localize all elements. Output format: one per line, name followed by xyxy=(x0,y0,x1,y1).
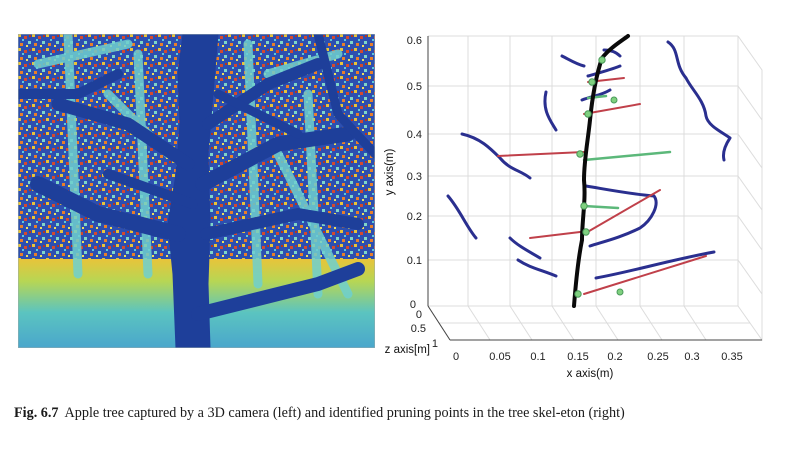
y-axis-ticks: 0 0.1 0.2 0.3 0.4 0.5 0.6 xyxy=(407,35,422,311)
x-tick: 0.05 xyxy=(489,351,510,363)
y-tick: 0.1 xyxy=(407,255,422,267)
x-tick: 0.3 xyxy=(684,351,699,363)
x-tick: 0.25 xyxy=(647,351,668,363)
tree-trunk xyxy=(572,34,630,308)
y-tick: 0.3 xyxy=(407,171,422,183)
skeleton-plot: 0 0.1 0.2 0.3 0.4 0.5 0.6 y axis(m) 0 0.… xyxy=(384,34,763,380)
x-axis-ticks: 0 0.05 0.1 0.15 0.2 0.25 0.3 0.35 xyxy=(453,351,743,363)
x-axis-label: x axis(m) xyxy=(567,368,614,380)
y-tick: 0.4 xyxy=(407,129,422,141)
z-tick: 0.5 xyxy=(411,323,426,335)
x-tick: 0 xyxy=(453,351,459,363)
caption-label: Fig. 6.7 xyxy=(14,405,59,421)
figure: 0 0.1 0.2 0.3 0.4 0.5 0.6 y axis(m) 0 0.… xyxy=(18,34,763,380)
x-tick: 0.2 xyxy=(607,351,622,363)
depth-image xyxy=(18,34,375,348)
figure-caption: Fig. 6.7 Apple tree captured by a 3D came… xyxy=(14,404,784,423)
y-tick: 0 xyxy=(410,299,416,311)
z-tick: 1 xyxy=(432,338,438,350)
z-tick: 0 xyxy=(416,309,422,321)
x-tick: 0.1 xyxy=(530,351,545,363)
y-axis-label: y axis(m) xyxy=(384,149,396,196)
y-tick: 0.5 xyxy=(407,81,422,93)
x-tick: 0.35 xyxy=(721,351,742,363)
z-axis-label: z axis[m] xyxy=(385,344,430,356)
y-tick: 0.2 xyxy=(407,211,422,223)
caption-text: Apple tree captured by a 3D camera (left… xyxy=(64,405,625,421)
y-tick: 0.6 xyxy=(407,35,422,47)
x-tick: 0.15 xyxy=(567,351,588,363)
